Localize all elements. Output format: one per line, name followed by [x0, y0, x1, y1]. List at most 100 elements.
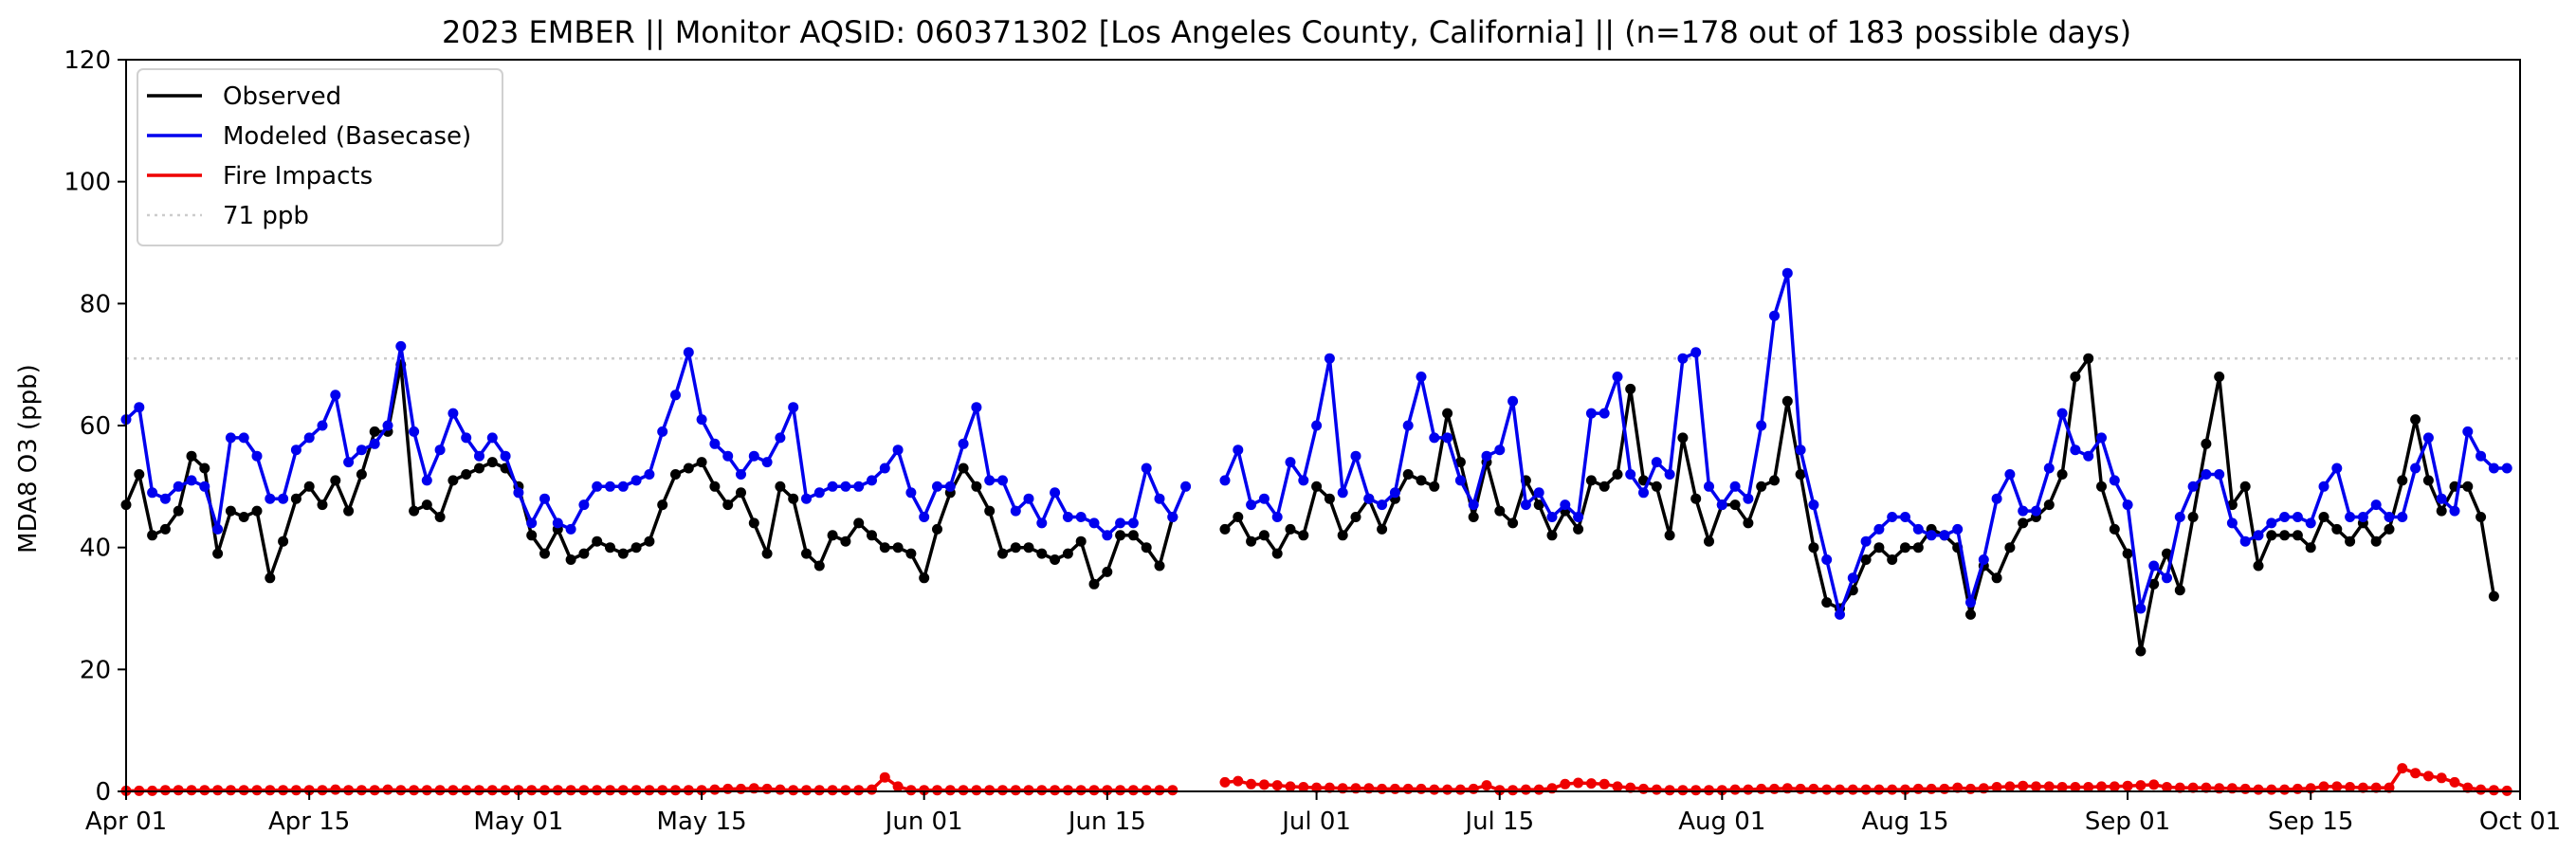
data-point [1625, 383, 1636, 394]
data-point [1612, 781, 1623, 792]
data-point [1991, 493, 2002, 504]
data-point [2331, 463, 2343, 474]
data-point [2122, 548, 2133, 559]
data-point [932, 785, 942, 796]
data-point [761, 457, 773, 468]
axes-layer: 0 20 40 60 80 100 120 Apr 01 Apr 15 May 01 May 15 J… [64, 46, 2561, 836]
data-point [1115, 530, 1126, 541]
data-point [2436, 505, 2447, 517]
data-point [722, 783, 734, 794]
data-point [2476, 450, 2487, 462]
data-point [2345, 535, 2356, 547]
data-point [867, 784, 877, 795]
data-point [617, 481, 629, 492]
data-point [1599, 778, 1610, 789]
data-point [997, 475, 1008, 486]
data-point [1716, 499, 1727, 511]
y-axis-title: MDA8 O3 (ppb) [14, 364, 43, 554]
data-point [2345, 782, 2356, 792]
data-point [736, 783, 746, 794]
data-point [1781, 395, 1793, 407]
data-point [303, 785, 315, 796]
data-point [486, 785, 498, 796]
data-point [2109, 781, 2120, 792]
data-point [2083, 353, 2094, 364]
data-point [801, 785, 812, 796]
data-point [1965, 783, 1976, 794]
data-point [788, 402, 799, 413]
data-point [657, 785, 668, 796]
data-point [1402, 783, 1414, 794]
data-point [2031, 505, 2041, 517]
data-point [892, 445, 904, 456]
data-point [369, 785, 380, 796]
data-point [1887, 554, 1898, 565]
y-tick-label: 100 [64, 169, 111, 197]
data-point [1075, 535, 1087, 547]
data-point [1664, 785, 1675, 796]
data-point [486, 432, 498, 444]
data-point [2476, 784, 2487, 795]
data-point [303, 481, 315, 492]
data-point [1285, 457, 1296, 468]
data-point [1062, 548, 1073, 559]
data-point [409, 785, 420, 796]
data-point [1154, 560, 1165, 572]
data-point [1271, 780, 1283, 791]
data-point [2214, 372, 2225, 382]
data-point [1912, 783, 1924, 794]
data-point [709, 438, 721, 449]
data-point [1585, 408, 1597, 419]
data-point [2462, 782, 2474, 793]
data-point [2436, 493, 2447, 504]
data-point [1454, 784, 1466, 795]
data-point [461, 785, 472, 796]
data-point [317, 420, 328, 431]
data-point [722, 450, 734, 462]
data-point [2384, 782, 2395, 793]
data-point [2096, 432, 2107, 444]
data-point [317, 499, 328, 511]
data-point [867, 530, 877, 541]
data-point [2056, 782, 2068, 792]
data-point [1246, 778, 1257, 789]
data-point [1377, 523, 1388, 535]
data-point [1507, 395, 1519, 407]
data-point [1127, 517, 1139, 529]
data-point [1298, 475, 1309, 486]
data-point [840, 481, 851, 492]
data-point [2462, 426, 2474, 437]
data-point [944, 481, 956, 492]
data-point [683, 463, 694, 474]
x-tick-label: Apr 15 [268, 808, 350, 836]
data-point [474, 785, 484, 796]
data-point [879, 463, 890, 474]
data-point [225, 785, 236, 796]
data-point [761, 783, 773, 794]
data-point [1075, 785, 1087, 796]
data-point [147, 530, 158, 541]
data-point [2266, 784, 2277, 795]
data-point [644, 535, 655, 547]
data-point [813, 785, 825, 796]
data-point [1612, 469, 1623, 480]
data-point [1285, 523, 1296, 535]
data-point [853, 785, 865, 796]
data-point [2239, 783, 2251, 794]
data-point [827, 785, 838, 796]
data-point [448, 785, 459, 796]
data-point [186, 475, 197, 486]
data-point [2397, 475, 2408, 486]
data-point [1298, 530, 1309, 541]
data-point [958, 785, 969, 796]
data-point [1690, 347, 1702, 358]
data-point [1625, 782, 1636, 793]
data-point [919, 785, 930, 796]
data-point [2318, 481, 2329, 492]
data-point [2201, 469, 2212, 480]
data-point [578, 785, 590, 796]
data-point [2056, 469, 2068, 480]
data-point [1416, 475, 1427, 486]
data-point [2331, 523, 2343, 535]
data-point [761, 548, 773, 559]
